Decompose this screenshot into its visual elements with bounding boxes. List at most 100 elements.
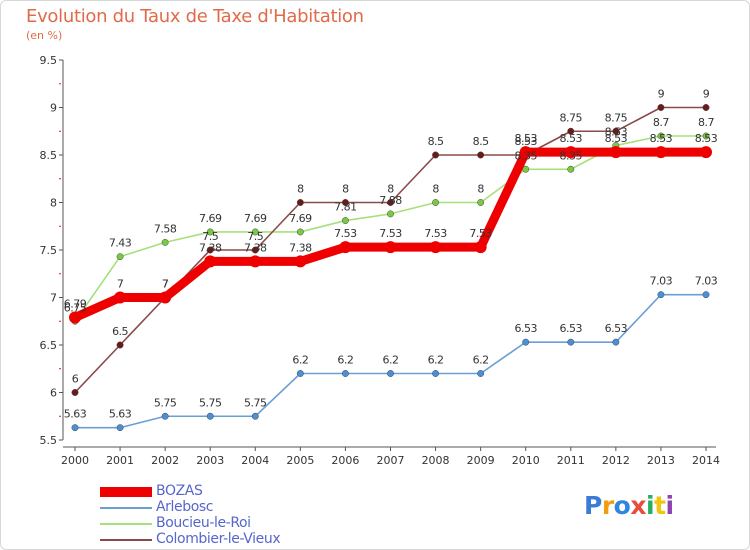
data-point-bozas xyxy=(384,241,397,254)
data-point-bozas xyxy=(519,146,532,159)
data-label-boucieu-le-roi: 6.75 xyxy=(64,301,87,314)
data-label-bozas: 7.53 xyxy=(334,227,357,240)
data-point-colombier-le-vieux xyxy=(251,246,259,254)
data-point-colombier-le-vieux xyxy=(432,151,440,159)
data-label-boucieu-le-roi: 8.7 xyxy=(698,116,714,129)
data-label-bozas: 8.53 xyxy=(560,132,583,145)
data-label-arlebosc: 5.63 xyxy=(109,408,132,421)
data-point-bozas xyxy=(564,146,577,159)
legend-label: Boucieu-le-Roi xyxy=(156,515,251,531)
x-tick-label: 2013 xyxy=(647,454,675,467)
x-tick-label: 2006 xyxy=(331,454,359,467)
data-point-arlebosc xyxy=(567,338,575,346)
data-label-colombier-le-vieux: 8.5 xyxy=(428,135,444,148)
data-point-colombier-le-vieux xyxy=(206,246,214,254)
data-label-bozas: 7.38 xyxy=(289,241,312,254)
data-point-arlebosc xyxy=(296,370,304,377)
data-point-colombier-le-vieux xyxy=(116,341,124,349)
data-point-bozas xyxy=(69,311,81,324)
data-point-arlebosc xyxy=(251,412,259,420)
data-label-bozas: 6.79 xyxy=(64,297,87,310)
data-label-bozas: 7.53 xyxy=(379,227,402,240)
data-label-boucieu-le-roi: 7.69 xyxy=(289,212,312,225)
data-label-bozas: 8.53 xyxy=(695,132,718,145)
data-label-arlebosc: 5.75 xyxy=(154,396,177,409)
x-tick-label: 2003 xyxy=(196,454,224,467)
data-label-colombier-le-vieux: 8.53 xyxy=(514,135,537,148)
data-label-arlebosc: 6.2 xyxy=(383,354,399,367)
data-point-boucieu-le-roi xyxy=(296,228,304,236)
data-label-bozas: 7.53 xyxy=(424,227,447,240)
data-point-arlebosc xyxy=(522,338,530,346)
data-point-bozas xyxy=(429,241,442,254)
data-label-colombier-le-vieux: 8 xyxy=(297,183,304,196)
data-label-boucieu-le-roi: 7.58 xyxy=(154,222,177,235)
data-label-bozas: 8.53 xyxy=(514,132,537,145)
data-point-arlebosc xyxy=(657,291,665,299)
data-label-boucieu-le-roi: 8 xyxy=(432,183,439,196)
data-label-boucieu-le-roi: 8.35 xyxy=(514,149,537,162)
data-label-colombier-le-vieux: 7 xyxy=(162,278,169,291)
data-point-bozas xyxy=(700,146,712,159)
data-point-bozas xyxy=(474,241,487,254)
data-label-bozas: 7.38 xyxy=(199,241,222,254)
chart-data-labels: 6.797 77.38 7.38 7.387.53 7.53 7.53 7.538.53 8.… xyxy=(64,88,718,421)
legend-swatch xyxy=(100,539,152,541)
legend-swatch xyxy=(100,507,152,509)
x-tick-label: 2009 xyxy=(467,454,495,467)
data-label-boucieu-le-roi: 8 xyxy=(477,183,484,196)
data-label-colombier-le-vieux: 8.75 xyxy=(560,111,583,124)
y-tick-label: 5.5 xyxy=(40,434,58,447)
data-label-arlebosc: 7.03 xyxy=(695,275,718,288)
data-label-arlebosc: 6.2 xyxy=(337,354,353,367)
data-point-colombier-le-vieux xyxy=(612,127,620,135)
data-point-bozas xyxy=(204,255,217,268)
data-label-arlebosc: 6.53 xyxy=(560,322,583,335)
data-label-arlebosc: 5.75 xyxy=(244,396,267,409)
data-label-boucieu-le-roi: 7.69 xyxy=(199,212,222,225)
data-point-boucieu-le-roi xyxy=(567,165,575,173)
data-point-boucieu-le-roi xyxy=(657,132,665,140)
data-point-bozas xyxy=(249,255,262,268)
data-label-colombier-le-vieux: 7.5 xyxy=(202,230,218,243)
data-point-boucieu-le-roi xyxy=(341,217,349,225)
logo-letter: r xyxy=(601,491,614,520)
data-label-arlebosc: 6.53 xyxy=(605,322,628,335)
data-label-colombier-le-vieux: 6.5 xyxy=(112,325,128,338)
proxiti-logo: Proxiti xyxy=(584,491,674,520)
data-label-boucieu-le-roi: 7.81 xyxy=(334,201,357,214)
y-tick-label: 8.5 xyxy=(40,149,58,162)
data-point-boucieu-le-roi xyxy=(206,228,214,236)
data-point-arlebosc xyxy=(116,424,124,432)
data-point-bozas xyxy=(159,291,172,304)
x-tick-label: 2010 xyxy=(512,454,540,467)
x-tick-label: 2012 xyxy=(602,454,630,467)
logo-letter: o xyxy=(613,491,631,520)
data-label-colombier-le-vieux: 8.5 xyxy=(473,135,489,148)
data-label-boucieu-le-roi: 7.69 xyxy=(244,212,267,225)
logo-letter: x xyxy=(630,491,646,520)
data-point-colombier-le-vieux xyxy=(567,127,575,135)
x-tick-label: 2014 xyxy=(692,454,720,467)
x-tick-label: 2002 xyxy=(151,454,179,467)
x-tick-label: 2005 xyxy=(286,454,314,467)
data-point-arlebosc xyxy=(477,370,485,377)
x-tick-label: 2011 xyxy=(557,454,585,467)
data-point-bozas xyxy=(609,146,622,159)
y-tick-label: 8 xyxy=(50,197,57,210)
data-point-arlebosc xyxy=(702,291,710,299)
data-label-arlebosc: 5.75 xyxy=(199,396,222,409)
logo-letter: i xyxy=(646,491,655,520)
data-label-bozas: 7.53 xyxy=(469,227,492,240)
data-point-colombier-le-vieux xyxy=(387,199,394,206)
data-point-arlebosc xyxy=(161,412,169,420)
data-label-arlebosc: 5.63 xyxy=(64,408,87,421)
data-point-boucieu-le-roi xyxy=(161,238,169,246)
x-tick-label: 2000 xyxy=(61,454,89,467)
data-point-arlebosc xyxy=(71,424,79,432)
data-point-colombier-le-vieux xyxy=(477,151,485,159)
data-point-boucieu-le-roi xyxy=(387,210,394,218)
